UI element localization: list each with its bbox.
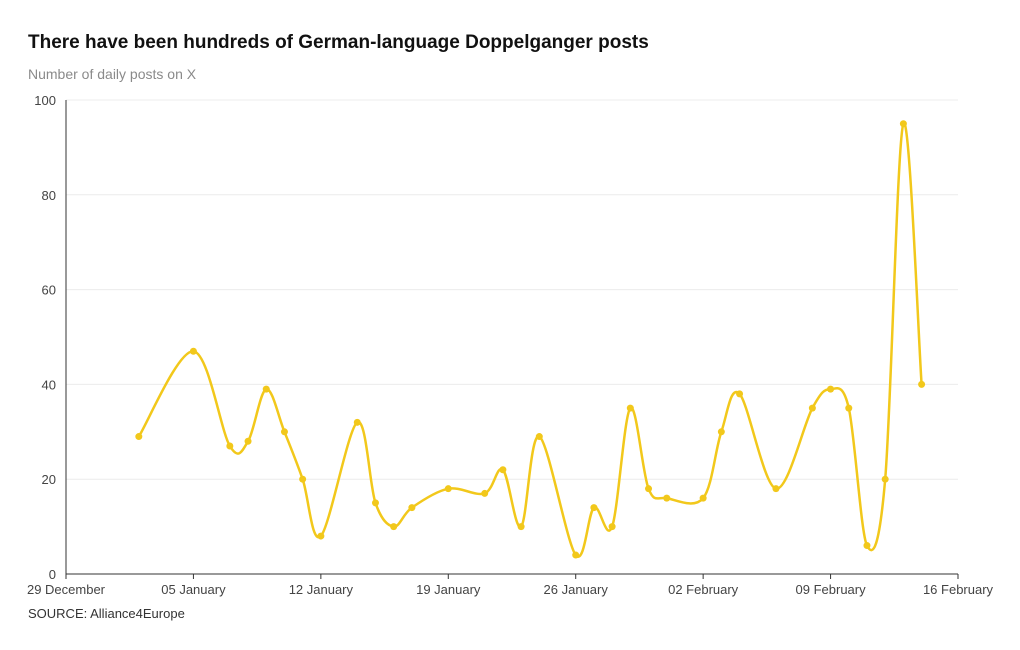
data-point	[517, 523, 525, 531]
chart-title: There have been hundreds of German-langu…	[28, 32, 649, 53]
data-point	[444, 485, 452, 493]
data-point	[863, 542, 871, 550]
data-point	[135, 433, 143, 441]
y-tick-label: 40	[42, 377, 56, 392]
x-tick-label: 02 February	[668, 582, 739, 597]
y-tick-label: 60	[42, 283, 56, 298]
x-tick-label: 09 February	[796, 582, 867, 597]
data-point	[408, 504, 416, 512]
data-point	[808, 404, 816, 412]
data-point	[899, 120, 907, 128]
data-point	[353, 418, 361, 426]
x-tick-label: 16 February	[923, 582, 994, 597]
data-point	[481, 489, 489, 497]
data-point	[390, 523, 398, 531]
data-point	[590, 504, 598, 512]
data-point	[827, 385, 835, 393]
data-point	[845, 404, 853, 412]
data-point	[626, 404, 634, 412]
data-point	[244, 437, 252, 445]
x-tick-label: 26 January	[544, 582, 609, 597]
y-tick-label: 80	[42, 188, 56, 203]
y-tick-label: 100	[34, 93, 56, 108]
axes	[65, 100, 959, 579]
data-point	[717, 428, 725, 436]
x-tick-label: 05 January	[161, 582, 226, 597]
data-point	[736, 390, 744, 398]
y-tick-label: 0	[49, 567, 56, 582]
data-point	[189, 347, 197, 355]
data-point	[371, 499, 379, 507]
data-point	[499, 466, 507, 474]
series-layer	[135, 120, 926, 559]
data-point	[535, 433, 543, 441]
data-point	[299, 475, 307, 483]
data-point	[226, 442, 234, 450]
x-tick-label: 19 January	[416, 582, 481, 597]
data-point	[645, 485, 653, 493]
data-point	[772, 485, 780, 493]
series-line	[137, 122, 923, 558]
data-point	[699, 494, 707, 502]
x-tick-label: 29 December	[27, 582, 106, 597]
x-tick-label: 12 January	[289, 582, 354, 597]
data-point	[608, 523, 616, 531]
data-point	[280, 428, 288, 436]
tick-labels: 0 20 40 60 80 100 29 December 05 January 12 Janu…	[27, 93, 994, 597]
chart-subtitle: Number of daily posts on X	[28, 66, 197, 82]
grid-lines	[66, 99, 958, 480]
y-tick-label: 20	[42, 472, 56, 487]
data-point	[918, 380, 926, 388]
data-point	[881, 475, 889, 483]
data-point	[317, 532, 325, 540]
data-point	[663, 494, 671, 502]
data-point	[262, 385, 270, 393]
data-point	[572, 551, 580, 559]
source-note: SOURCE: Alliance4Europe	[28, 606, 185, 621]
